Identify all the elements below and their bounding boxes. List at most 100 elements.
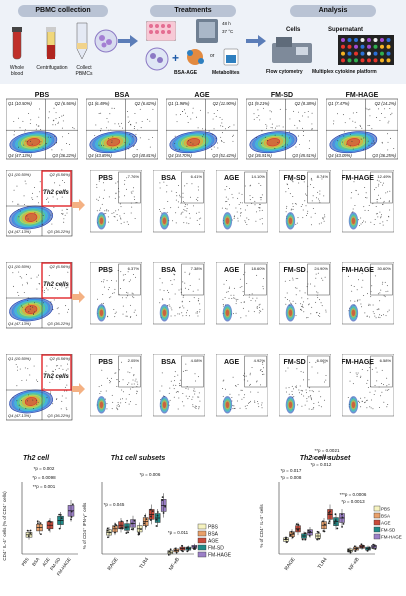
gate-percent: 8.74%	[317, 174, 329, 179]
gate-percent: 4.92%	[254, 358, 266, 363]
label-collect-pbmcs: Collect PBMCs	[75, 65, 93, 77]
quadrant-label: Q3 (36.25%)	[372, 153, 396, 158]
panel-title: FM-HAGE	[342, 359, 374, 366]
scatter-plot: 7.76% PBS	[89, 169, 143, 233]
x-tick-label: RAGE	[107, 556, 120, 572]
panel-title: BSA	[161, 267, 176, 274]
density-panel-age: AGE Q1 (1.98%) Q2 (11.90%) Q4 (34.70%) Q3 (5…	[165, 90, 239, 160]
quadrant-label: Q4 (36.91%)	[248, 153, 272, 158]
gate-arrow-icon	[72, 382, 86, 400]
scatter-plot: 4.08% BSA	[152, 353, 206, 417]
quadrant-label: Q2 (6.56%)	[50, 264, 71, 269]
x-tick-label: NF-κB	[348, 556, 361, 572]
cells-dish-icon	[145, 47, 169, 71]
p-value: *p = 0.006	[140, 472, 161, 477]
scatter-panel-fm-hage: 30.60% FM-HAGE	[341, 261, 395, 333]
legend-entry: FM-SD	[208, 546, 224, 552]
scatter-plot: 12.49%FM-HAGE	[341, 169, 395, 233]
panel-title: FM-SD	[284, 359, 306, 366]
scatter-plot: 6.06% FM-SD	[278, 353, 332, 417]
metabolites-icon	[223, 48, 239, 66]
step-title: PBMC collection	[18, 5, 108, 17]
x-tick-label: PBS	[21, 557, 30, 567]
chart-th2-cell: Th2 cell CD4⁺ IL-4⁺ cells (% of CD4⁺ cell…	[2, 455, 78, 577]
p-value: *p = 0.012	[311, 462, 332, 467]
panel-title: FM-SD	[284, 175, 306, 182]
scatter-panel-bsa: 4.08% BSA	[152, 353, 206, 425]
gate-percent: 2.05%	[128, 358, 140, 363]
plus-icon: +	[172, 51, 180, 65]
quadrant-label: Q4 (47.13%)	[8, 229, 31, 234]
step-pbmc-collection: PBMC collection Whole blood Centrifugati…	[4, 3, 122, 81]
quadrant-label: Q4 (47.13%)	[8, 153, 32, 158]
gate-percent: 6.37%	[128, 266, 140, 271]
panel-title: PBS	[98, 267, 113, 274]
scatter-plot: 6.37% PBS	[89, 261, 143, 325]
arrow-icon	[246, 35, 266, 47]
p-value: *p = 0.008	[281, 475, 302, 480]
gate-label: Th2 cells	[43, 190, 69, 196]
panel-title: BSA	[161, 175, 176, 182]
gate-percent: 24.90%	[314, 266, 328, 271]
gate-plot: Q1 (10.50%) Q2 (6.56%) Q4 (47.13%) Q3 (36.2…	[5, 353, 80, 433]
quadrant-label: Q1 (7.47%)	[328, 101, 350, 106]
blood-tube-icon	[12, 27, 22, 60]
panel-title: AGE	[194, 92, 210, 99]
panel-title: AGE	[224, 359, 240, 366]
panel-title: FM-SD	[271, 92, 293, 99]
quadrant-label: Q4 (47.13%)	[8, 413, 31, 418]
quadrant-label: Q3 (36.22%)	[47, 413, 70, 418]
chart-th1-cell-subsets: Th1 cell subsets % of CD4⁺ IFN-γ⁺ cells RA…	[82, 455, 198, 572]
bsa-age-icon	[187, 49, 204, 65]
quadrant-label: Q2 (6.82%)	[135, 101, 157, 106]
panel-title: FM-HAGE	[342, 267, 374, 274]
gate-plot-svg: Q1 (10.50%) Q2 (6.56%) Q4 (47.13%) Q3 (36.2…	[5, 261, 73, 329]
p-value: *p = 0.014	[311, 455, 332, 460]
label-centrifugation: Centrifugation	[36, 65, 68, 71]
p-value: *p = 0.0013	[341, 499, 365, 504]
gate-percent: 6.41%	[191, 174, 203, 179]
x-tick-label: AGE	[41, 557, 51, 568]
x-tick-label: RAGE	[284, 556, 297, 572]
panel-title: FM-SD	[284, 267, 306, 274]
incubation-temp: 37 °C	[222, 29, 234, 34]
quadrant-label: Q1 (10.50%)	[8, 356, 31, 361]
label-cells: Cells	[286, 27, 301, 33]
scatter-plot: 8.74% FM-SD	[278, 169, 332, 233]
scatter-panel-pbs: 2.05% PBS	[89, 353, 143, 425]
step-title: Treatments	[150, 5, 236, 17]
legend-entry: FM-HAGE	[208, 553, 232, 559]
quadrant-label: Q1 (9.21%)	[248, 101, 270, 106]
step-analysis: Analysis Cells Supernatant Flow cytometr…	[266, 3, 402, 81]
gate-percent: 6.58%	[380, 358, 392, 363]
arrow-icon	[118, 35, 138, 47]
panel-title: BSA	[161, 359, 176, 366]
panel-title: AGE	[224, 175, 240, 182]
density-panel-fm-sd: FM-SD Q1 (9.21%) Q2 (8.38%) Q4 (36.91%) Q3 (…	[245, 90, 319, 160]
scatter-panel-pbs: 7.76% PBS	[89, 169, 143, 241]
x-tick-label: BSA	[31, 557, 40, 567]
quadrant-label: Q2 (6.56%)	[50, 356, 71, 361]
density-plot: AGE Q1 (1.98%) Q2 (11.90%) Q4 (34.70%) Q3 (5…	[165, 92, 239, 160]
gate-arrow-icon	[72, 290, 86, 308]
centrifugation-tube-icon	[46, 27, 56, 60]
quadrant-label: Q3 (51.42%)	[212, 153, 236, 158]
density-plot: FM-HAGE Q1 (7.47%) Q2 (14.2%) Q4 (43.09%) Q3…	[325, 92, 399, 160]
p-value: **p = 0.001	[33, 484, 56, 489]
legend-entry: FM-HAGE	[381, 535, 402, 540]
flow-cytometer-icon	[272, 37, 312, 63]
scatter-panel-bsa: 6.41% BSA	[152, 169, 206, 241]
density-panel-pbs: PBS Q1 (10.50%) Q2 (6.56%) Q4 (47.13%) Q3 (3…	[5, 90, 79, 160]
chart-th2-cell-subset: Th2 cell subset % of CD4⁺ IL-4⁺ cells RAGE…	[259, 448, 377, 572]
gate-arrow-icon	[72, 198, 86, 216]
p-value: *p = 0.002	[34, 466, 55, 471]
label-supernatant: Supernatant	[328, 27, 364, 33]
quadrant-label: Q1 (10.50%)	[8, 264, 31, 269]
quadrant-label: Q4 (34.70%)	[168, 153, 192, 158]
workflow-banner: PBMC collection Whole blood Centrifugati…	[0, 0, 406, 84]
scatter-plot: 6.58% FM-HAGE	[341, 353, 395, 417]
scatter-panel-fm-sd: 8.74% FM-SD	[278, 169, 332, 241]
incubation-time: 48 h	[222, 21, 231, 26]
